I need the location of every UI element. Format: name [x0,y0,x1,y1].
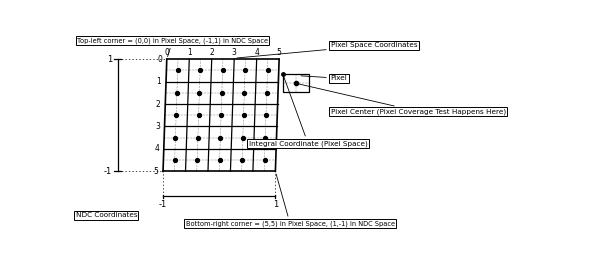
Text: 5: 5 [153,167,158,176]
Text: Pixel Space Coordinates: Pixel Space Coordinates [237,42,417,58]
Text: 3: 3 [155,122,160,131]
Text: Bottom-right corner = (5,5) in Pixel Space, (1,-1) in NDC Space: Bottom-right corner = (5,5) in Pixel Spa… [185,174,394,227]
Text: 0: 0 [157,55,162,64]
Text: 1: 1 [187,48,191,57]
Text: -1: -1 [159,200,167,209]
Text: 2: 2 [156,100,161,109]
Text: 1: 1 [156,77,161,86]
Text: 1: 1 [273,200,278,209]
Text: Pixel Center (Pixel Coverage Test Happens Here): Pixel Center (Pixel Coverage Test Happen… [298,84,506,115]
Text: 5: 5 [277,48,281,57]
Text: 0: 0 [164,48,169,57]
Text: -1: -1 [104,167,112,176]
Bar [283,74,309,92]
Text: Pixel: Pixel [301,75,347,81]
Text: NDC Coordinates: NDC Coordinates [76,212,137,218]
Text: Integral Coordinate (Pixel Space): Integral Coordinate (Pixel Space) [249,77,367,147]
Text: 4: 4 [154,144,159,153]
Text: 4: 4 [254,48,259,57]
Text: 2: 2 [210,48,214,57]
Text: 1: 1 [107,55,112,64]
Text: 3: 3 [232,48,237,57]
Text: Top-left corner = (0,0) in Pixel Space, (-1,1) in NDC Space: Top-left corner = (0,0) in Pixel Space, … [77,38,268,57]
